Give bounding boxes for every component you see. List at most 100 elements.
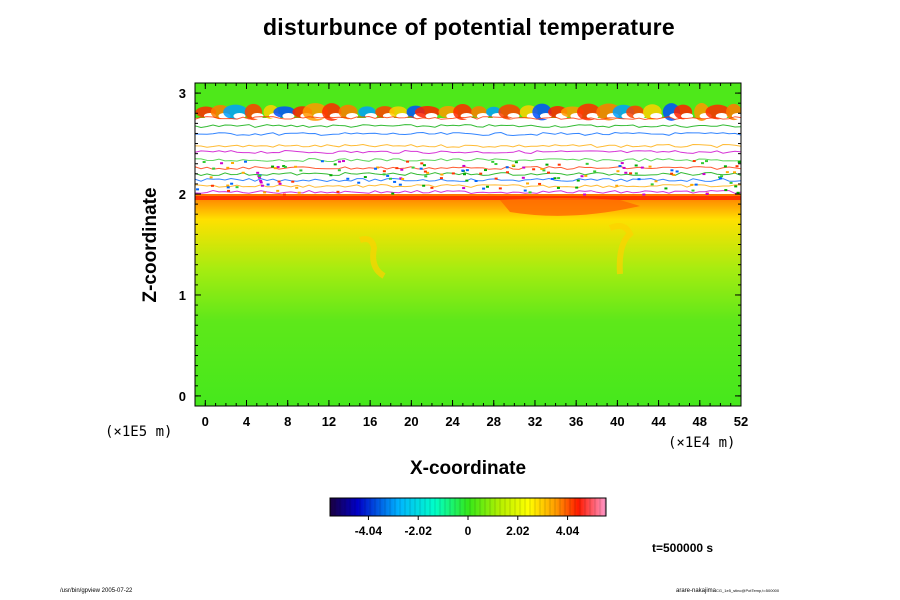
footer-right: arare-nakajimaCG_1e5_stinc@PotTemp,t=500… bbox=[676, 588, 779, 594]
noise-speck bbox=[584, 174, 588, 177]
footer-right-sub: CG_1e5_stinc@PotTemp,t=500000 bbox=[716, 588, 780, 593]
noise-speck bbox=[511, 164, 515, 167]
eddy-gap bbox=[681, 113, 694, 119]
noise-speck bbox=[276, 189, 280, 192]
noise-speck bbox=[691, 189, 695, 192]
y-axis-unit: (×1E5 m) bbox=[105, 424, 173, 440]
noise-speck bbox=[640, 166, 644, 169]
noise-speck bbox=[482, 187, 486, 190]
noise-speck bbox=[654, 180, 658, 183]
noise-speck bbox=[258, 174, 262, 177]
eddy-gap bbox=[715, 113, 728, 119]
noise-speck bbox=[725, 171, 729, 174]
eddy-gap bbox=[586, 113, 599, 119]
noise-speck bbox=[465, 169, 469, 172]
noise-speck bbox=[259, 179, 263, 182]
noise-speck bbox=[329, 174, 333, 177]
noise-speck bbox=[295, 186, 299, 189]
noise-speck bbox=[479, 172, 483, 175]
colorbar-tick-label: -4.04 bbox=[355, 524, 383, 538]
noise-speck bbox=[694, 183, 698, 186]
noise-speck bbox=[538, 182, 542, 185]
noise-speck bbox=[278, 182, 282, 185]
noise-speck bbox=[419, 167, 423, 170]
x-tick-label: 4 bbox=[243, 414, 251, 429]
noise-speck bbox=[382, 173, 386, 176]
noise-speck bbox=[629, 172, 633, 175]
noise-speck bbox=[474, 179, 478, 182]
colorbar-tick-label: 4.04 bbox=[556, 524, 580, 538]
noise-speck bbox=[720, 175, 724, 178]
chart-title: disturbunce of potential temperature bbox=[262, 14, 676, 40]
noise-speck bbox=[357, 181, 361, 184]
noise-speck bbox=[333, 163, 337, 166]
noise-speck bbox=[209, 176, 213, 179]
noise-speck bbox=[256, 171, 260, 174]
noise-speck bbox=[553, 177, 557, 180]
noise-speck bbox=[439, 177, 443, 180]
noise-speck bbox=[542, 169, 546, 172]
noise-speck bbox=[230, 182, 234, 185]
noise-speck bbox=[386, 174, 390, 177]
noise-speck bbox=[729, 181, 733, 184]
noise-contour bbox=[195, 115, 741, 121]
noise-speck bbox=[227, 189, 231, 192]
noise-speck bbox=[634, 172, 638, 175]
colorbar-ticks: -4.04 -2.02 0 2.02 4.04 bbox=[355, 516, 580, 538]
noise-speck bbox=[226, 186, 230, 189]
x-tick-label: 12 bbox=[322, 414, 336, 429]
noise-speck bbox=[235, 186, 239, 189]
noise-contour bbox=[195, 131, 741, 137]
noise-speck bbox=[690, 183, 694, 186]
noise-speck bbox=[337, 169, 341, 172]
noise-speck bbox=[423, 170, 427, 173]
noise-speck bbox=[400, 168, 404, 171]
noise-speck bbox=[283, 165, 287, 168]
noise-speck bbox=[420, 162, 424, 165]
noise-speck bbox=[491, 160, 495, 163]
x-tick-label: 16 bbox=[363, 414, 377, 429]
x-axis: 0 4 8 12 16 20 24 28 32 36 40 44 48 52 bbox=[202, 83, 748, 429]
noise-speck bbox=[736, 191, 740, 194]
noise-speck bbox=[430, 186, 434, 189]
eddy-gap bbox=[365, 113, 378, 119]
noise-speck bbox=[346, 177, 350, 180]
colorbar bbox=[329, 497, 607, 517]
noise-speck bbox=[391, 192, 395, 195]
noise-speck bbox=[297, 191, 301, 194]
noise-speck bbox=[266, 183, 270, 186]
noise-speck bbox=[271, 165, 275, 168]
noise-speck bbox=[263, 191, 267, 194]
eddy-gap bbox=[460, 113, 473, 119]
noise-speck bbox=[702, 173, 706, 176]
noise-speck bbox=[226, 166, 230, 169]
noise-speck bbox=[257, 176, 261, 179]
noise-speck bbox=[550, 177, 554, 180]
noise-speck bbox=[546, 171, 550, 174]
noise-speck bbox=[615, 184, 619, 187]
noise-speck bbox=[462, 164, 466, 167]
footer-right-main: arare-nakajima bbox=[676, 588, 717, 594]
noise-speck bbox=[670, 169, 674, 172]
noise-speck bbox=[580, 175, 584, 178]
noise-speck bbox=[338, 160, 342, 163]
noise-speck bbox=[642, 193, 646, 196]
noise-speck bbox=[557, 177, 561, 180]
noise-speck bbox=[593, 170, 597, 173]
noise-speck bbox=[514, 161, 518, 164]
noise-speck bbox=[320, 160, 324, 163]
noise-speck bbox=[424, 175, 428, 178]
plume-1 bbox=[359, 236, 386, 279]
x-tick-label: 8 bbox=[284, 414, 291, 429]
noise-speck bbox=[634, 164, 638, 167]
noise-speck bbox=[583, 193, 587, 196]
noise-speck bbox=[624, 171, 628, 174]
x-tick-label: 24 bbox=[445, 414, 460, 429]
inversion-line bbox=[195, 196, 741, 200]
eddy-gap bbox=[633, 113, 646, 119]
colorbar-tick-label: 2.02 bbox=[506, 524, 530, 538]
noise-speck bbox=[505, 166, 509, 169]
noise-speck bbox=[585, 162, 589, 165]
noise-speck bbox=[734, 185, 738, 188]
